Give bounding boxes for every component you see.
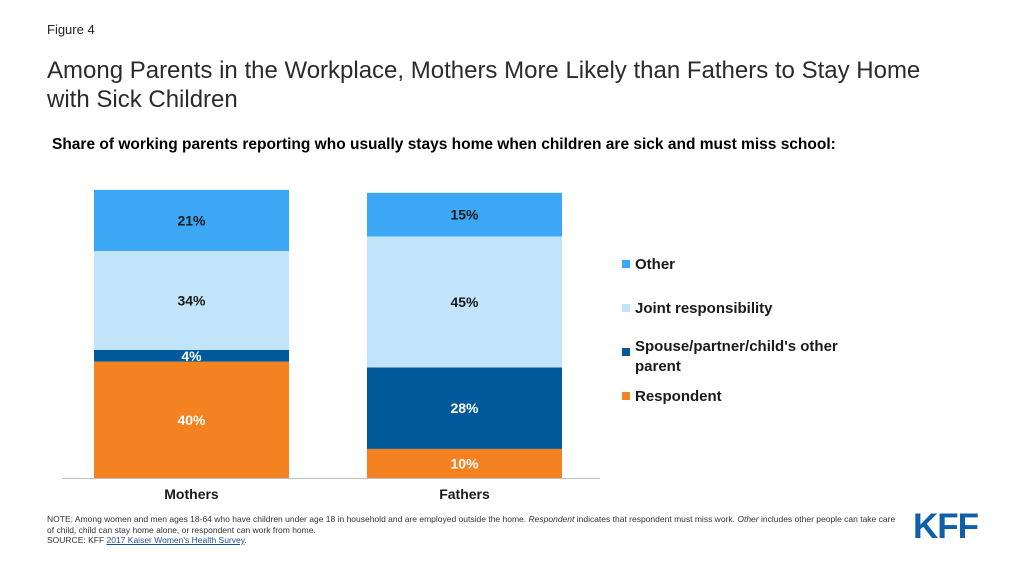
chart-title: Among Parents in the Workplace, Mothers … bbox=[47, 57, 921, 113]
figure-label: Figure 4 bbox=[47, 22, 95, 37]
bar-segment-mothers-2 bbox=[94, 251, 289, 350]
data-label: 10% bbox=[450, 455, 479, 471]
bar-segment-fathers-1 bbox=[367, 367, 562, 449]
data-label: 15% bbox=[450, 207, 479, 223]
data-label: 21% bbox=[177, 212, 206, 228]
bar-segment-mothers-3 bbox=[94, 189, 289, 252]
bar-segment-fathers-2 bbox=[367, 236, 562, 368]
chart-subtitle: Share of working parents reporting who u… bbox=[52, 136, 836, 153]
bar-segment-mothers-1 bbox=[94, 349, 289, 362]
source-link[interactable]: 2017 Kaiser Women's Health Survey bbox=[106, 535, 245, 545]
note-term-other: Other bbox=[737, 514, 759, 524]
source-suffix: . bbox=[244, 535, 247, 545]
note-text: indicates that respondent must miss work… bbox=[574, 514, 738, 524]
data-label: 40% bbox=[177, 412, 206, 428]
data-label: 4% bbox=[181, 348, 202, 364]
bar-segment-fathers-0 bbox=[367, 448, 562, 478]
data-label: 34% bbox=[177, 292, 206, 308]
footnote: NOTE: Among women and men ages 18-64 who… bbox=[47, 514, 897, 546]
legend-swatch bbox=[622, 260, 630, 268]
legend-label: Respondent bbox=[635, 388, 722, 405]
legend-swatch bbox=[622, 304, 630, 312]
legend-swatch bbox=[622, 348, 630, 356]
bar-segment-fathers-3 bbox=[367, 192, 562, 237]
category-label: Fathers bbox=[439, 486, 490, 502]
category-label: Mothers bbox=[164, 486, 219, 502]
note-term-respondent: Respondent bbox=[528, 514, 575, 524]
data-label: 28% bbox=[450, 400, 479, 416]
legend-label: Spouse/partner/child's other parent bbox=[635, 338, 838, 375]
legend-swatch bbox=[622, 392, 630, 400]
bar-segment-mothers-0 bbox=[94, 361, 289, 478]
note-text: includes other people can take care of c… bbox=[47, 514, 896, 535]
source-prefix: SOURCE: KFF bbox=[47, 535, 107, 545]
kff-logo: KFF bbox=[913, 507, 979, 546]
legend-label: Other bbox=[635, 256, 675, 273]
legend-label: Joint responsibility bbox=[635, 300, 773, 317]
note-text: NOTE: Among women and men ages 18-64 who… bbox=[47, 514, 529, 524]
data-label: 45% bbox=[450, 294, 479, 310]
